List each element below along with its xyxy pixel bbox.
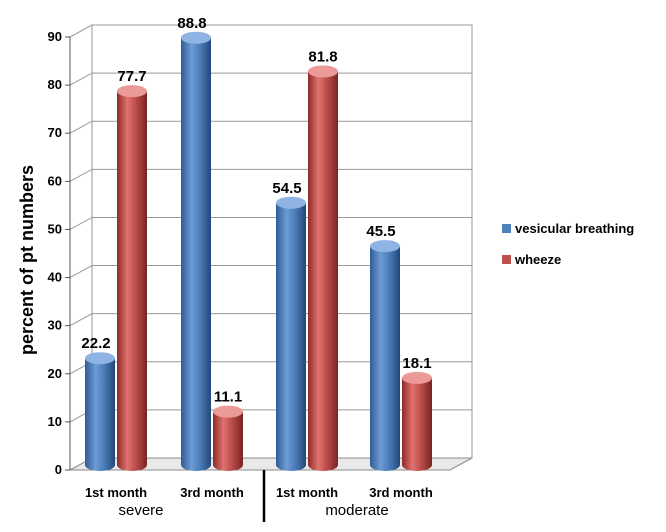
y-tick-label: 30 [48, 318, 62, 333]
bar-top [402, 371, 432, 384]
gridline [69, 72, 472, 86]
y-tick-label: 40 [48, 270, 62, 285]
y-tick-label: 80 [48, 77, 62, 92]
bar-top [85, 352, 115, 365]
y-tick-label: 50 [48, 221, 62, 236]
data-label: 77.7 [117, 68, 146, 85]
data-label: 45.5 [366, 223, 395, 240]
x-tick-label: 3rd month [369, 485, 433, 500]
data-label: 88.8 [177, 15, 206, 32]
bar-wheeze-3 [402, 371, 432, 471]
bar-vesicular-breathing-0 [85, 352, 115, 471]
data-label: 18.1 [402, 355, 431, 372]
bar-top [181, 31, 211, 44]
bar-body [117, 91, 147, 471]
x-tick-label: 1st month [276, 485, 338, 500]
bar-vesicular-breathing-1 [181, 31, 211, 471]
axis-layer: 0 10 20 30 40 50 60 70 80 90 [48, 29, 71, 477]
gridline [69, 168, 472, 182]
legend-swatch-vesicular-breathing [502, 224, 511, 233]
gridline [69, 265, 472, 278]
bar-top [370, 240, 400, 253]
y-tick-label: 60 [48, 173, 62, 188]
bar-body [370, 246, 400, 471]
gridline [69, 24, 472, 38]
label-layer: 22.2 88.8 54.5 45.5 77.7 11.1 81.8 18.1 1st mont… [81, 15, 432, 519]
y-axis-label: percent of pt numbers [17, 165, 37, 355]
bar-wheeze-0 [117, 85, 147, 471]
gridline [69, 216, 472, 230]
legend: vesicular breathing wheeze [502, 221, 634, 267]
data-label: 54.5 [272, 180, 301, 197]
bar-top [308, 65, 338, 78]
gridline [69, 313, 472, 327]
data-label: 11.1 [214, 389, 242, 406]
data-label: 81.8 [308, 48, 337, 65]
legend-label-vesicular-breathing: vesicular breathing [515, 221, 634, 236]
legend-swatch-wheeze [502, 255, 511, 264]
bar-body [213, 411, 243, 471]
legend-label-wheeze: wheeze [514, 252, 561, 267]
bar-body [276, 202, 306, 472]
y-tick-label: 90 [48, 29, 62, 44]
bar-vesicular-breathing-2 [276, 196, 306, 472]
x-tick-label: 3rd month [180, 485, 244, 500]
bar-layer [85, 31, 432, 472]
x-tick-label: 1st month [85, 485, 147, 500]
gridline [69, 120, 472, 134]
bar-vesicular-breathing-3 [370, 240, 400, 471]
bar-top [213, 405, 243, 418]
y-tick-label: 20 [48, 366, 62, 381]
bar-body [181, 37, 211, 471]
bar-wheeze-2 [308, 65, 338, 471]
bar-body [308, 71, 338, 471]
y-tick-label: 0 [55, 462, 62, 477]
data-label: 22.2 [81, 335, 110, 352]
bar-top [276, 196, 306, 209]
bar-body [402, 377, 432, 471]
y-tick-label: 70 [48, 125, 62, 140]
bar-body [85, 358, 115, 471]
group-label: moderate [325, 502, 388, 519]
y-tick-label: 10 [48, 414, 62, 429]
bar-top [117, 85, 147, 98]
bar-wheeze-1 [213, 405, 243, 471]
group-label: severe [118, 502, 163, 519]
